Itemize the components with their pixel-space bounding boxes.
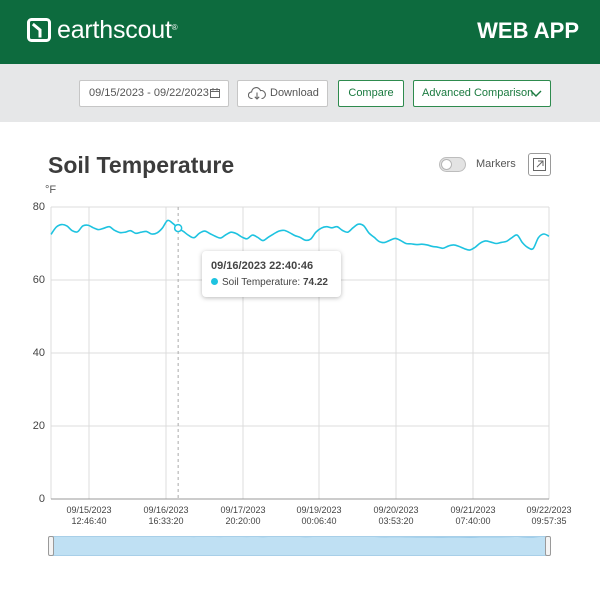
tooltip-series-label: Soil Temperature: bbox=[222, 277, 303, 288]
trademark-symbol: ® bbox=[171, 23, 178, 32]
x-tick-label: 09/19/2023 00:06:40 bbox=[279, 505, 359, 527]
markers-label: Markers bbox=[476, 158, 516, 170]
data-tooltip: 09/16/2023 22:40:46 Soil Temperature: 74… bbox=[202, 251, 341, 297]
compare-button[interactable]: Compare bbox=[338, 80, 404, 107]
app-label: WEB APP bbox=[477, 18, 579, 43]
x-tick-date: 09/19/2023 bbox=[296, 505, 342, 515]
x-tick-time: 20:20:00 bbox=[225, 516, 261, 526]
x-tick-time: 12:46:40 bbox=[71, 516, 107, 526]
hover-point-marker bbox=[173, 223, 183, 233]
x-tick-time: 00:06:40 bbox=[301, 516, 337, 526]
x-tick-label: 09/20/2023 03:53:20 bbox=[356, 505, 436, 527]
chart-title: Soil Temperature bbox=[48, 152, 235, 178]
markers-toggle[interactable] bbox=[439, 157, 466, 172]
x-tick-time: 07:40:00 bbox=[455, 516, 491, 526]
x-tick-label: 09/22/2023 09:57:35 bbox=[509, 505, 589, 527]
earthscout-logo-icon bbox=[27, 18, 51, 42]
x-tick-label: 09/21/2023 07:40:00 bbox=[433, 505, 513, 527]
tooltip-series-row: Soil Temperature: 74.22 bbox=[211, 277, 341, 289]
series-layer bbox=[50, 219, 550, 251]
soil-temperature-line bbox=[50, 219, 550, 251]
y-tick-label: 20 bbox=[32, 420, 45, 432]
y-tick-label: 60 bbox=[32, 274, 45, 286]
calendar-icon bbox=[210, 88, 220, 98]
x-tick-time: 16:33:20 bbox=[148, 516, 184, 526]
app-header: earthscout® WEB APP bbox=[0, 0, 600, 64]
y-tick-label: 80 bbox=[32, 201, 45, 213]
brand-name: earthscout® bbox=[57, 16, 178, 44]
x-tick-date: 09/15/2023 bbox=[66, 505, 112, 515]
toolbar: 09/15/2023 - 09/22/2023 Download Compare… bbox=[0, 64, 600, 122]
tooltip-value: 74.22 bbox=[302, 277, 328, 288]
date-range-value: 09/15/2023 - 09/22/2023 bbox=[89, 87, 209, 99]
toggle-knob bbox=[441, 159, 452, 170]
cloud-download-icon bbox=[248, 87, 266, 100]
navigator-series-line bbox=[51, 537, 549, 555]
advanced-comparison-dropdown[interactable]: Advanced Comparison bbox=[413, 80, 551, 107]
download-button[interactable]: Download bbox=[237, 80, 328, 107]
x-tick-label: 09/17/2023 20:20:00 bbox=[203, 505, 283, 527]
x-tick-label: 09/16/2023 16:33:20 bbox=[126, 505, 206, 527]
x-tick-date: 09/22/2023 bbox=[526, 505, 572, 515]
expand-icon bbox=[533, 158, 546, 171]
y-tick-label: 0 bbox=[38, 493, 45, 505]
chevron-down-icon bbox=[530, 90, 542, 97]
expand-chart-button[interactable] bbox=[528, 153, 551, 176]
range-navigator[interactable] bbox=[51, 536, 549, 556]
x-tick-time: 09:57:35 bbox=[531, 516, 567, 526]
y-tick-label: 40 bbox=[32, 347, 45, 359]
crosshair-layer bbox=[173, 207, 183, 499]
advanced-comparison-label: Advanced Comparison bbox=[422, 87, 534, 99]
series-color-dot bbox=[211, 278, 218, 285]
x-tick-date: 09/21/2023 bbox=[450, 505, 496, 515]
navigator-left-handle[interactable] bbox=[48, 536, 54, 556]
date-range-picker[interactable]: 09/15/2023 - 09/22/2023 bbox=[79, 80, 229, 107]
earthscout-logo[interactable]: earthscout® bbox=[27, 16, 178, 44]
y-axis-unit: °F bbox=[45, 184, 57, 196]
tooltip-timestamp: 09/16/2023 22:40:46 bbox=[211, 260, 314, 272]
navigator-preview bbox=[51, 537, 549, 555]
download-label: Download bbox=[270, 87, 319, 99]
x-tick-label: 09/15/2023 12:46:40 bbox=[49, 505, 129, 527]
x-tick-date: 09/20/2023 bbox=[373, 505, 419, 515]
x-tick-date: 09/16/2023 bbox=[143, 505, 189, 515]
navigator-right-handle[interactable] bbox=[545, 536, 551, 556]
x-tick-time: 03:53:20 bbox=[378, 516, 414, 526]
x-tick-date: 09/17/2023 bbox=[220, 505, 266, 515]
